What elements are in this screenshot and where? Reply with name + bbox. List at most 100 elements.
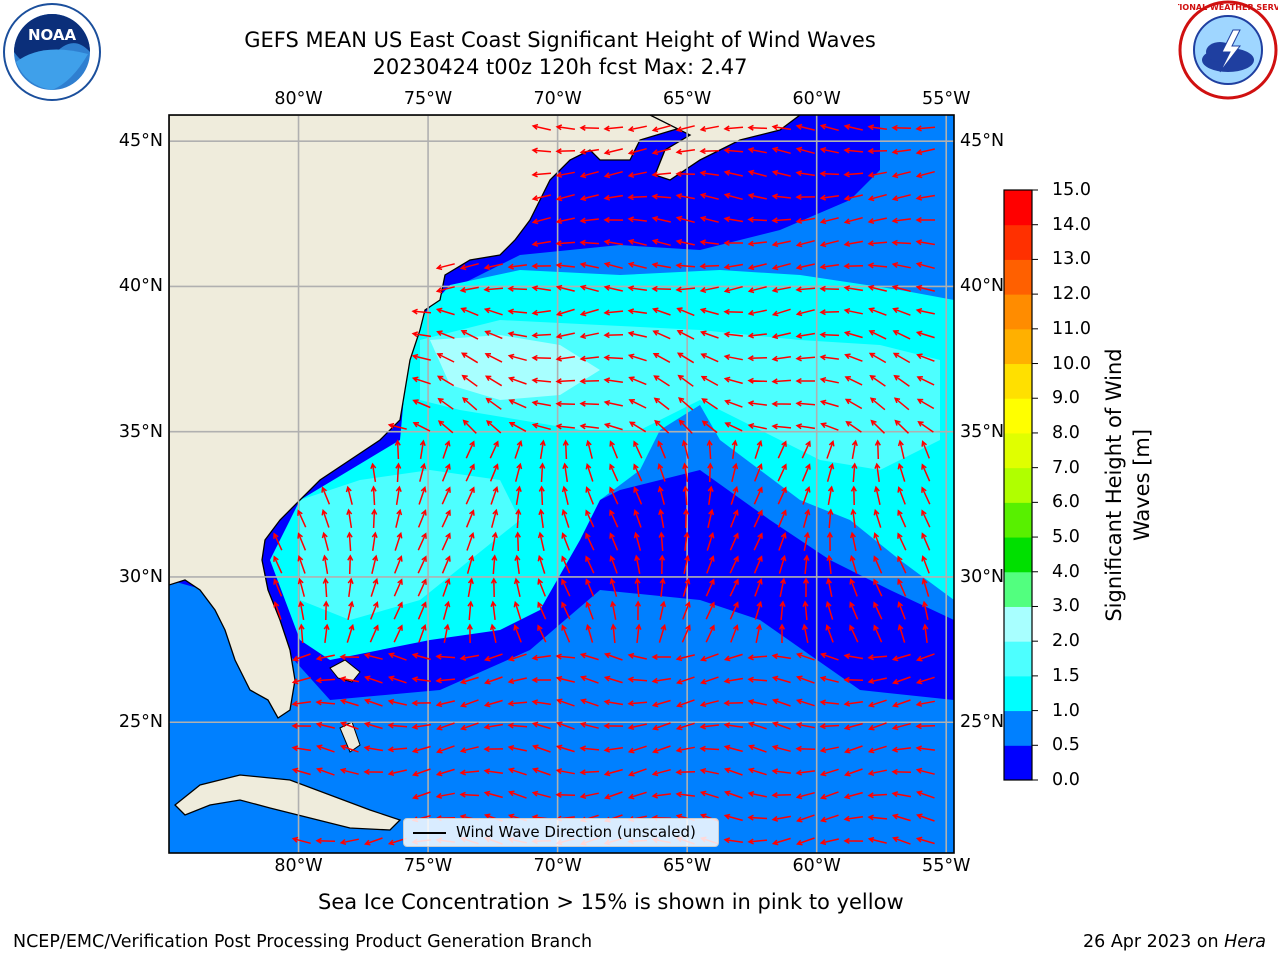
wave-direction-arrow — [747, 790, 767, 798]
wave-direction-arrow — [651, 193, 672, 200]
wave-direction-arrow — [843, 815, 864, 822]
lat-tick-label-right: 35°N — [960, 421, 1005, 442]
wave-direction-arrow — [892, 836, 911, 845]
wave-direction-arrow — [795, 722, 815, 729]
wave-direction-arrow — [532, 767, 551, 776]
wave-direction-arrow — [675, 238, 695, 246]
wave-direction-arrow — [873, 485, 881, 505]
wave-direction-arrow — [387, 769, 407, 777]
wave-direction-arrow — [561, 532, 570, 551]
wave-direction-arrow — [507, 700, 528, 707]
wave-direction-arrow — [537, 554, 546, 574]
wave-direction-arrow — [555, 171, 575, 178]
wave-direction-arrow — [843, 330, 863, 339]
wave-direction-arrow — [729, 578, 739, 597]
lon-tick-label-bottom: 70°W — [533, 856, 582, 876]
wave-direction-arrow — [771, 193, 791, 200]
wave-direction-arrow — [658, 531, 665, 552]
wave-direction-arrow — [723, 285, 743, 294]
wave-direction-arrow — [346, 531, 353, 552]
wave-direction-arrow — [843, 653, 864, 660]
wave-direction-arrow — [700, 375, 719, 387]
wave-direction-arrow — [771, 423, 792, 430]
wave-direction-arrow — [795, 400, 816, 407]
wave-direction-arrow — [867, 124, 888, 131]
wave-direction-arrow — [531, 422, 551, 431]
wave-direction-arrow — [915, 216, 935, 224]
wave-direction-arrow — [459, 286, 479, 293]
wave-direction-arrow — [675, 170, 696, 177]
wave-direction-arrow — [753, 509, 763, 528]
wave-direction-arrow — [659, 600, 667, 620]
colorbar-swatch — [1004, 432, 1032, 469]
wave-direction-arrow — [417, 532, 427, 551]
wave-direction-arrow — [705, 601, 715, 620]
wave-direction-arrow — [291, 767, 311, 776]
wave-direction-arrow — [675, 791, 695, 798]
wave-direction-arrow — [891, 746, 911, 753]
wave-direction-arrow — [484, 653, 503, 662]
wave-direction-arrow — [273, 532, 283, 551]
wave-direction-arrow — [491, 531, 498, 552]
wave-direction-arrow — [531, 354, 552, 361]
wave-direction-arrow — [483, 286, 504, 293]
wave-direction-arrow — [395, 462, 402, 483]
wave-direction-arrow — [699, 723, 719, 730]
wave-direction-arrow — [844, 353, 863, 362]
wave-direction-arrow — [315, 677, 336, 684]
wave-direction-arrow — [897, 532, 907, 551]
wave-direction-arrow — [747, 355, 768, 362]
wave-direction-arrow — [699, 307, 719, 316]
wave-direction-arrow — [747, 422, 767, 430]
wave-direction-arrow — [609, 509, 619, 528]
wave-direction-arrow — [771, 217, 792, 224]
wave-direction-arrow — [826, 462, 835, 482]
wave-direction-arrow — [441, 509, 451, 528]
wave-direction-arrow — [483, 746, 504, 753]
wave-direction-arrow — [675, 769, 696, 776]
wave-direction-arrow — [633, 531, 642, 551]
wave-direction-arrow — [585, 555, 595, 574]
wave-direction-arrow — [747, 147, 767, 154]
wave-direction-arrow — [891, 171, 911, 179]
colorbar-swatch — [1004, 710, 1032, 746]
wave-direction-arrow — [675, 654, 695, 662]
wave-direction-arrow — [297, 532, 307, 551]
wave-direction-arrow — [609, 440, 619, 459]
colorbar-tick-label: 8.0 — [1052, 422, 1080, 443]
wave-direction-arrow — [435, 286, 455, 294]
wave-direction-arrow — [339, 838, 359, 846]
wave-direction-arrow — [819, 240, 839, 248]
wave-direction-arrow — [370, 462, 377, 483]
wave-direction-arrow — [916, 376, 935, 386]
wave-direction-arrow — [531, 790, 551, 799]
wave-direction-arrow — [826, 554, 833, 574]
wave-direction-arrow — [555, 308, 575, 317]
wave-direction-arrow — [556, 698, 575, 707]
wave-direction-arrow — [867, 677, 887, 685]
wave-direction-arrow — [891, 148, 912, 155]
wave-direction-arrow — [922, 623, 929, 643]
wave-direction-arrow — [699, 148, 720, 155]
wave-direction-arrow — [291, 722, 312, 730]
wave-direction-arrow — [603, 332, 624, 339]
wave-direction-arrow — [537, 624, 547, 643]
wave-direction-arrow — [411, 676, 432, 683]
wave-direction-arrow — [531, 216, 551, 225]
wave-direction-arrow — [485, 397, 502, 410]
lat-tick-label-right: 45°N — [960, 131, 1005, 152]
wave-direction-arrow — [539, 439, 546, 460]
wave-direction-arrow — [627, 745, 647, 754]
wave-direction-arrow — [603, 309, 624, 316]
wave-direction-arrow — [723, 216, 744, 223]
wave-direction-arrow — [820, 652, 839, 661]
wave-direction-arrow — [634, 554, 641, 574]
wave-direction-arrow — [579, 721, 599, 729]
wave-direction-arrow — [465, 486, 475, 505]
wave-direction-arrow — [723, 837, 744, 844]
wave-direction-arrow — [323, 623, 330, 643]
wave-direction-arrow — [459, 791, 480, 798]
wave-direction-arrow — [916, 790, 935, 799]
wave-direction-arrow — [316, 767, 335, 776]
wave-direction-arrow — [555, 284, 575, 292]
